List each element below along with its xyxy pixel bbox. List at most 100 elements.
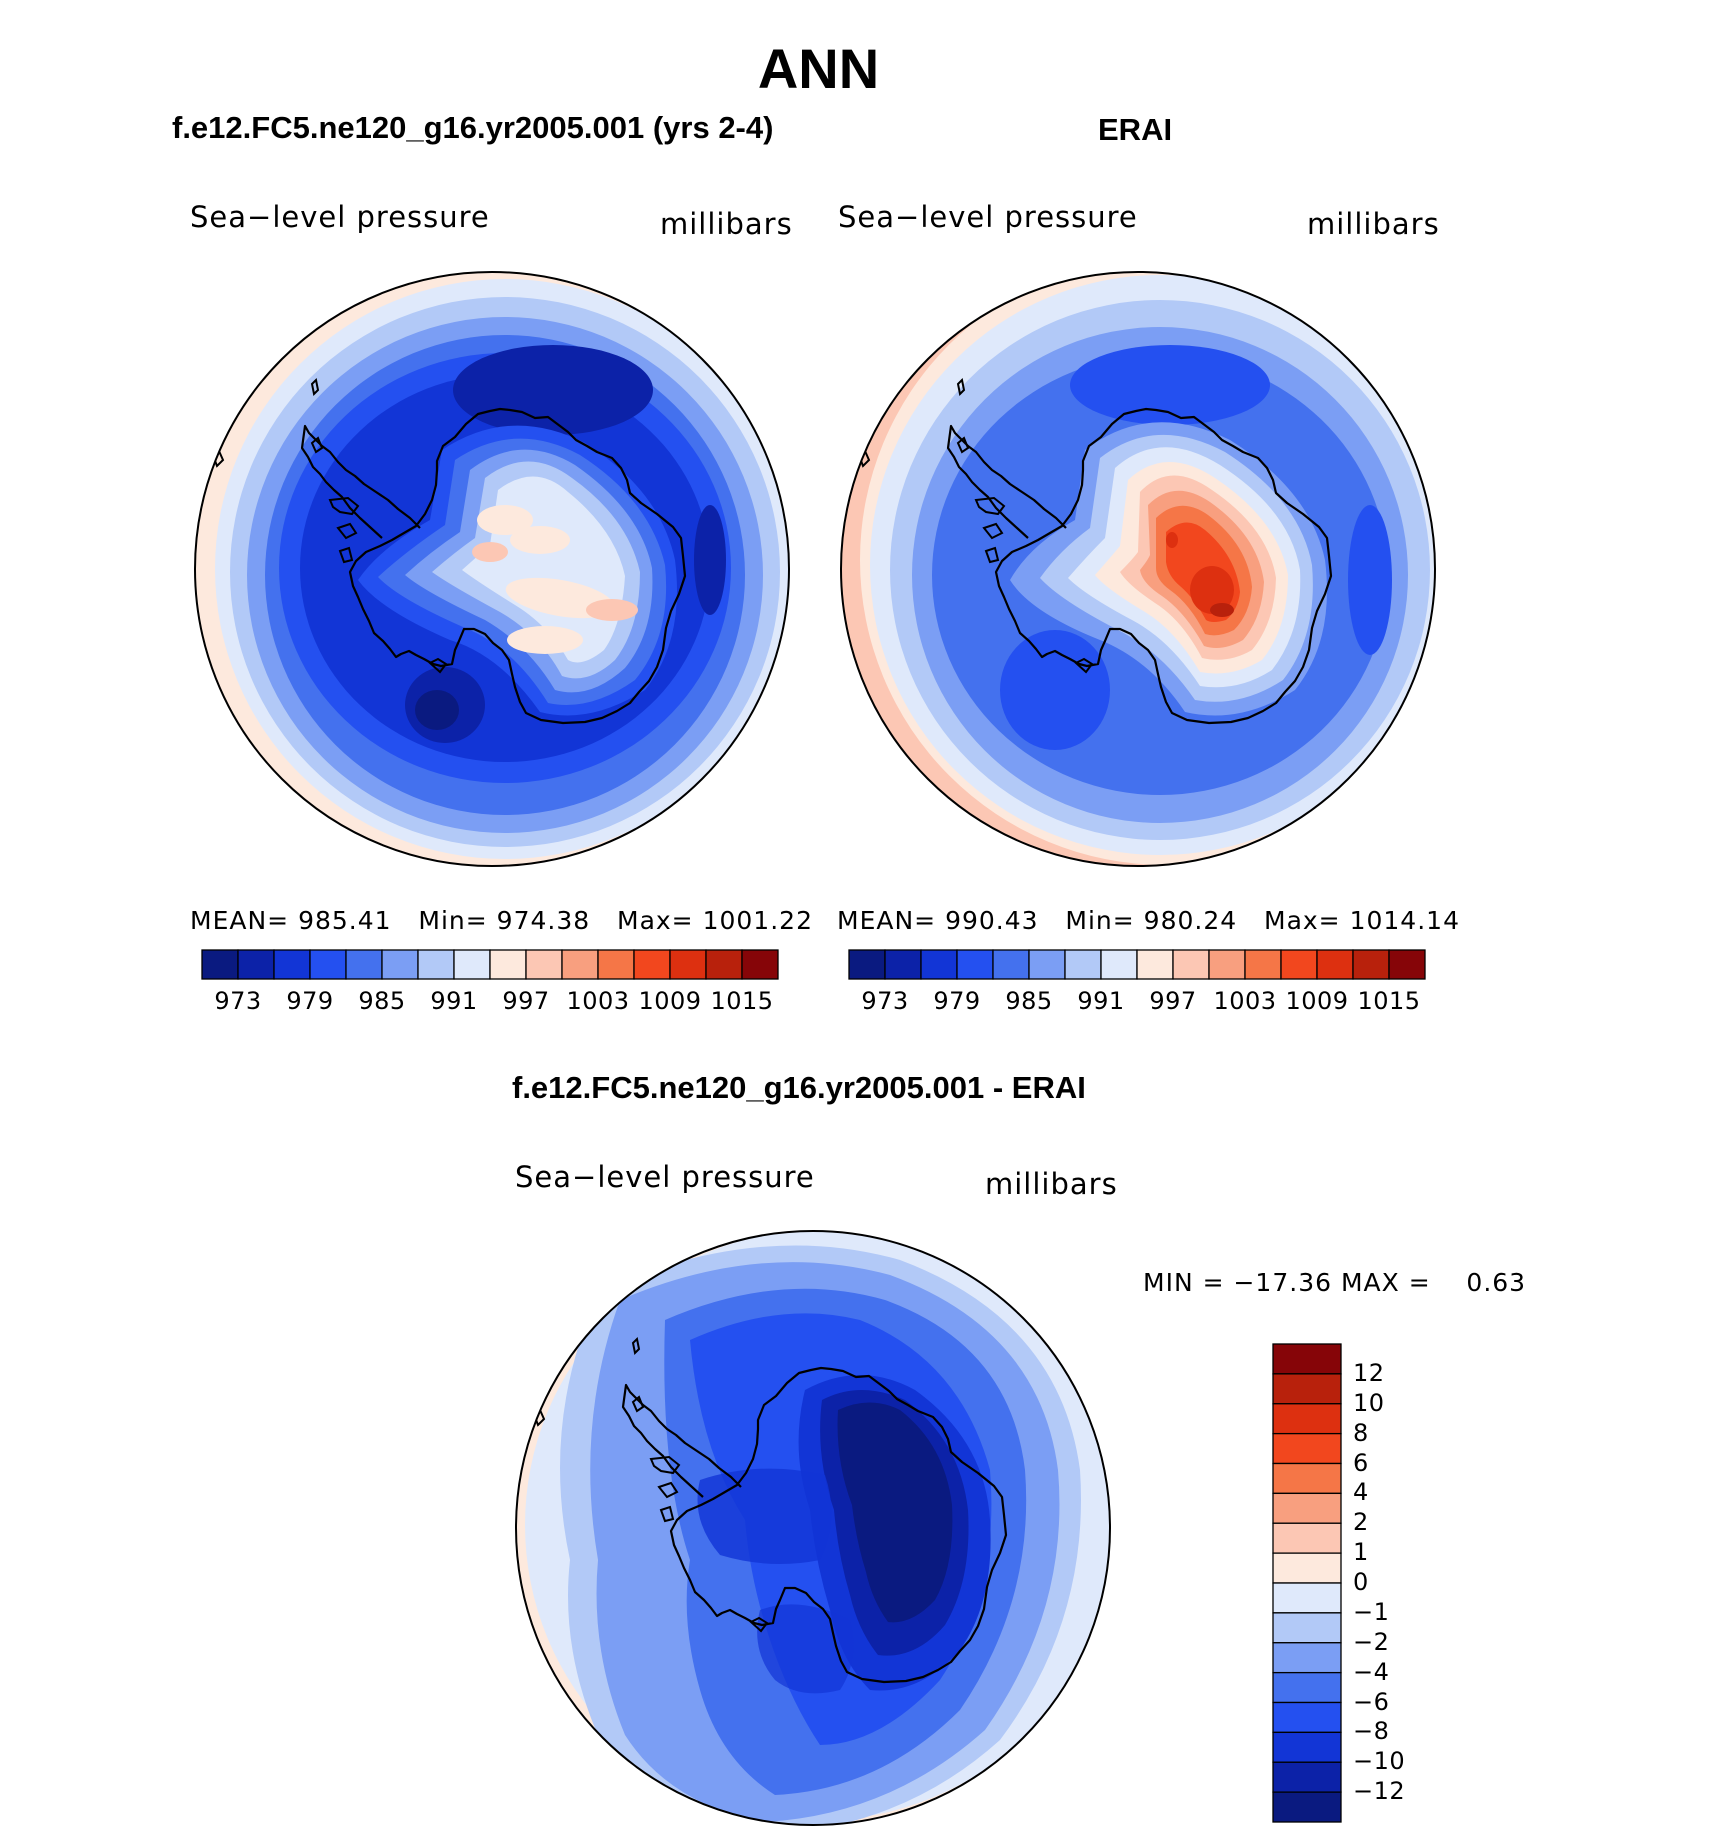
colorbar-swatch <box>633 949 671 980</box>
colorbar-swatch <box>417 949 455 980</box>
colorbar-swatch <box>1272 1731 1342 1763</box>
diff-tick-label: 1 <box>1353 1538 1369 1567</box>
colorbar-swatch <box>1136 949 1174 980</box>
obs-tick-label: 985 <box>1005 987 1053 1015</box>
colorbar-swatch <box>741 949 779 980</box>
mean-label: MEAN= <box>190 906 290 935</box>
colorbar-swatch <box>561 949 599 980</box>
model-tick-label: 979 <box>286 987 334 1015</box>
colorbar-swatch <box>884 949 922 980</box>
colorbar-swatch <box>273 949 311 980</box>
units-label-model: millibars <box>660 207 793 241</box>
model-tick-label: 985 <box>358 987 406 1015</box>
colorbar-swatch <box>525 949 563 980</box>
map-boundary-obs <box>840 271 1436 867</box>
mean-value: 990.43 <box>945 906 1039 935</box>
colorbar-swatch <box>1272 1343 1342 1375</box>
colorbar-swatch <box>1172 949 1210 980</box>
obs-tick-label: 1015 <box>1357 987 1421 1015</box>
stats-diff: MIN = −17.36 MAX = 0.63 <box>1143 1268 1527 1297</box>
stats-model: MEAN= 985.41 Min= 974.38 Max= 1001.22 <box>190 906 813 935</box>
mean-label: MEAN= <box>837 906 937 935</box>
colorbar-swatch <box>453 949 491 980</box>
colorbar-swatch <box>1244 949 1282 980</box>
map-obs <box>841 272 1435 866</box>
colorbar-swatch <box>1208 949 1246 980</box>
colorbar-swatch <box>381 949 419 980</box>
colorbar-swatch <box>1028 949 1066 980</box>
model-tick-label: 997 <box>502 987 550 1015</box>
colorbar-swatch <box>956 949 994 980</box>
max-label: Max= <box>1264 906 1341 935</box>
obs-tick-label: 997 <box>1149 987 1197 1015</box>
colorbar-swatch <box>489 949 527 980</box>
panel-heading-obs: ERAI <box>1098 112 1173 147</box>
colorbar-swatch <box>1272 1642 1342 1674</box>
obs-tick-label: 1003 <box>1213 987 1277 1015</box>
colorbar-swatch <box>309 949 347 980</box>
colorbar-swatch <box>237 949 275 980</box>
colorbar-swatch <box>1352 949 1390 980</box>
panel-heading-model: f.e12.FC5.ne120_g16.yr2005.001 (yrs 2-4) <box>172 110 774 145</box>
model-tick-label: 991 <box>430 987 478 1015</box>
max-value: 1014.14 <box>1349 906 1460 935</box>
colorbar-swatch <box>1272 1403 1342 1435</box>
map-boundary-diff <box>515 1230 1111 1826</box>
diff-tick-label: −4 <box>1353 1657 1390 1686</box>
colorbar-swatch <box>201 949 239 980</box>
min-value: 974.38 <box>496 906 591 935</box>
map-diff <box>516 1231 1110 1825</box>
colorbar-swatch <box>1316 949 1354 980</box>
diff-tick-label: −8 <box>1353 1717 1390 1746</box>
max-label: Max= <box>617 906 694 935</box>
panel-heading-diff: f.e12.FC5.ne120_g16.yr2005.001 - ERAI <box>512 1070 1086 1105</box>
max-value: 1001.22 <box>702 906 813 935</box>
model-tick-label: 1009 <box>638 987 702 1015</box>
variable-label-diff: Sea−level pressure <box>515 1160 815 1194</box>
colorbar-swatch <box>1272 1791 1342 1823</box>
colorbar-swatch <box>1272 1373 1342 1405</box>
diff-tick-label: −6 <box>1353 1687 1390 1716</box>
colorbar-swatch <box>669 949 707 980</box>
units-label-obs: millibars <box>1307 207 1440 241</box>
min-value: 980.24 <box>1143 906 1238 935</box>
obs-tick-label: 979 <box>933 987 981 1015</box>
min-label: Min= <box>418 906 488 935</box>
colorbar-model <box>201 949 779 980</box>
colorbar-swatch <box>1272 1582 1342 1614</box>
colorbar-swatch <box>597 949 635 980</box>
obs-tick-label: 973 <box>861 987 909 1015</box>
colorbar-diff <box>1272 1343 1342 1823</box>
diff-tick-label: −10 <box>1353 1747 1406 1776</box>
diff-tick-label: 2 <box>1353 1508 1369 1537</box>
colorbar-swatch <box>705 949 743 980</box>
units-label-diff: millibars <box>985 1167 1118 1201</box>
model-tick-label: 973 <box>214 987 262 1015</box>
colorbar-swatch <box>1064 949 1102 980</box>
colorbar-swatch <box>1272 1492 1342 1524</box>
variable-label-obs: Sea−level pressure <box>838 200 1138 234</box>
diff-tick-label: 6 <box>1353 1448 1369 1477</box>
diff-tick-label: 12 <box>1353 1358 1385 1387</box>
colorbar-swatch <box>1272 1701 1342 1734</box>
colorbar-swatch <box>345 949 383 980</box>
colorbar-swatch <box>1272 1462 1342 1495</box>
diff-tick-label: 0 <box>1353 1568 1369 1596</box>
stats-obs: MEAN= 990.43 Min= 980.24 Max= 1014.14 <box>837 906 1460 935</box>
diff-tick-label: −2 <box>1353 1627 1390 1656</box>
colorbar-swatch <box>1272 1522 1342 1554</box>
colorbar-swatch <box>1388 949 1426 980</box>
model-tick-label: 1015 <box>710 987 774 1015</box>
mean-value: 985.41 <box>298 906 392 935</box>
colorbar-obs <box>848 949 1426 980</box>
colorbar-swatch <box>1272 1761 1342 1793</box>
map-model <box>195 272 789 866</box>
diff-tick-label: −1 <box>1353 1597 1390 1626</box>
diff-tick-label: 4 <box>1353 1478 1369 1507</box>
variable-label-model: Sea−level pressure <box>190 200 490 234</box>
colorbar-swatch <box>1100 949 1138 980</box>
diff-tick-label: 10 <box>1353 1388 1385 1417</box>
colorbar-swatch <box>992 949 1030 980</box>
diff-tick-label: −12 <box>1353 1777 1406 1806</box>
colorbar-swatch <box>848 949 886 980</box>
